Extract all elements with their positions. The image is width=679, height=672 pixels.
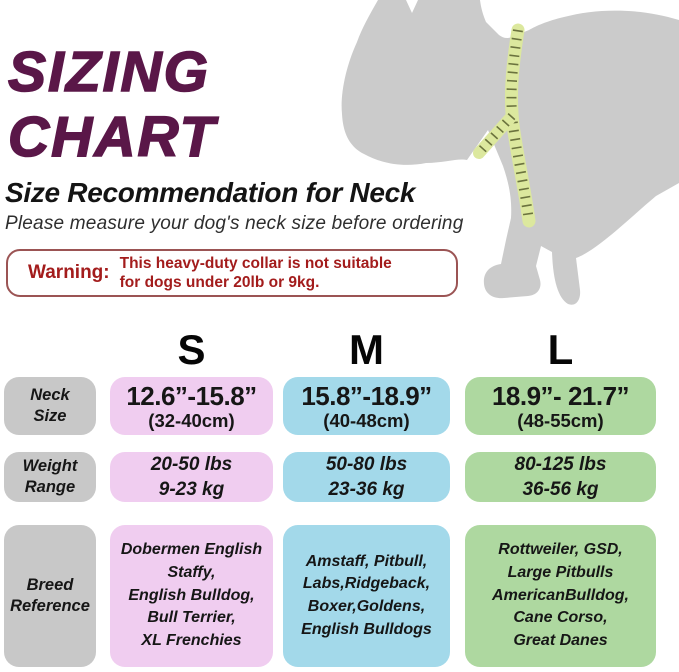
- breed-cell-m: Amstaff, Pitbull, Labs,Ridgeback, Boxer,…: [283, 525, 450, 667]
- neck-range-cm-s: (32-40cm): [148, 409, 235, 431]
- column-header-s: S: [177, 326, 206, 373]
- warning-message: This heavy-duty collar is not suitable f…: [119, 254, 392, 291]
- neck-size-cell-m: 15.8”-18.9” (40-48cm): [283, 377, 450, 435]
- neck-range-cm-l: (48-55cm): [517, 409, 604, 431]
- row-label-neck-size: Neck Size: [4, 377, 96, 435]
- weight-cell-m: 50-80 lbs 23-36 kg: [283, 452, 450, 502]
- dog-with-measuring-tape-illustration: [341, 0, 679, 305]
- warning-box: Warning: This heavy-duty collar is not s…: [6, 249, 458, 297]
- neck-range-l: 18.9”- 21.7”: [491, 380, 630, 411]
- neck-size-cell-s: 12.6”-15.8” (32-40cm): [110, 377, 273, 435]
- neck-size-cell-l: 18.9”- 21.7” (48-55cm): [465, 377, 656, 435]
- column-header-l: L: [547, 326, 574, 373]
- neck-range-s: 12.6”-15.8”: [126, 380, 257, 411]
- neck-range-cm-m: (40-48cm): [323, 409, 410, 431]
- section-subtitle: Size Recommendation for Neck: [5, 177, 416, 208]
- measuring-tape-branch: [473, 110, 518, 159]
- row-label-breed-reference: Breed Reference: [4, 525, 96, 667]
- page-title: SIZING CHART: [7, 39, 217, 170]
- warning-label: Warning:: [28, 262, 110, 283]
- weight-cell-s: 20-50 lbs 9-23 kg: [110, 452, 273, 502]
- row-label-weight-range: Weight Range: [4, 452, 96, 502]
- weight-cell-l: 80-125 lbs 36-56 kg: [465, 452, 656, 502]
- measure-note: Please measure your dog's neck size befo…: [5, 213, 464, 234]
- column-header-m: M: [349, 326, 384, 373]
- breed-cell-s: Dobermen English Staffy, English Bulldog…: [110, 525, 273, 667]
- measuring-tape: [504, 23, 536, 228]
- neck-range-m: 15.8”-18.9”: [301, 380, 432, 411]
- breed-cell-l: Rottweiler, GSD, Large Pitbulls American…: [465, 525, 656, 667]
- page-title-line2: CHART: [7, 104, 217, 170]
- page-title-line1: SIZING: [7, 39, 211, 105]
- dog-silhouette: [341, 0, 679, 305]
